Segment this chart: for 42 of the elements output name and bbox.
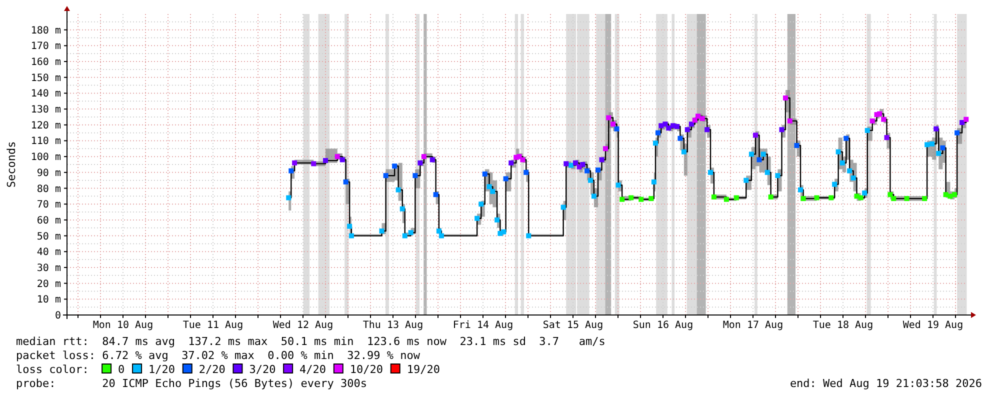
y-tick-label: 160 m [30,57,61,68]
y-tick-label: 100 m [30,152,61,164]
x-tick-label: Tue 18 Aug [812,320,874,331]
legend-label: 10/20 [350,363,384,376]
y-tick-label: 30 m [36,262,61,274]
x-tick-label: Wed 19 Aug [902,320,964,331]
y-tick-label: 90 m [36,168,61,179]
y-tick-label: 170 m [30,41,61,52]
x-tick-label: Wed 12 Aug [272,320,334,331]
legend-label: 0 [118,363,125,376]
y-tick-label: 20 m [36,278,61,290]
y-tick-label: 130 m [30,104,61,116]
x-tick-label: Fri 14 Aug [452,320,514,331]
legend-label: 19/20 [406,363,440,376]
y-tick-label: 10 m [36,294,61,306]
y-tick-label: 110 m [30,136,61,148]
x-tick-label: Tue 11 Aug [182,320,244,331]
y-tick-label: 40 m [36,247,61,258]
legend-label: 1/20 [148,363,176,376]
y-tick-label: 0 [54,310,61,322]
y-tick-label: 120 m [30,120,61,132]
y-tick-label: 60 m [36,215,61,226]
y-tick-label: 80 m [36,184,61,195]
y-axis-title: Seconds [5,141,18,188]
y-tick-label: 140 m [30,88,61,100]
y-tick-label: 180 m [30,25,61,36]
legend-label: 2/20 [198,363,226,376]
y-tick-label: 150 m [30,72,61,84]
x-tick-label: Sun 16 Aug [632,320,694,331]
y-tick-label: 50 m [36,231,61,242]
y-tick-label: 70 m [36,200,61,211]
legend-title: loss color: [16,363,89,376]
legend-label: 4/20 [300,363,326,376]
legend-label: 3/20 [249,363,276,376]
x-tick-label: Mon 10 Aug [92,320,154,331]
text: end: Wed Aug 19 21:03:58 2026 [790,377,982,390]
x-tick-label: Mon 17 Aug [722,320,784,331]
x-tick-label: Sat 15 Aug [542,320,604,331]
text: median rtt: 84.7 ms avg 137.2 ms max 50.1 ms min 123.6 ms now 23.1 ms sd 3.7 am/s [16,335,606,348]
x-tick-label: Thu 13 Aug [362,320,424,331]
text: probe: 20 ICMP Echo Pings (56 Bytes) every 300s [16,377,367,390]
text: packet loss: 6.72 % avg 37.02 % max 0.00 % min 32.99 % now [16,349,420,362]
